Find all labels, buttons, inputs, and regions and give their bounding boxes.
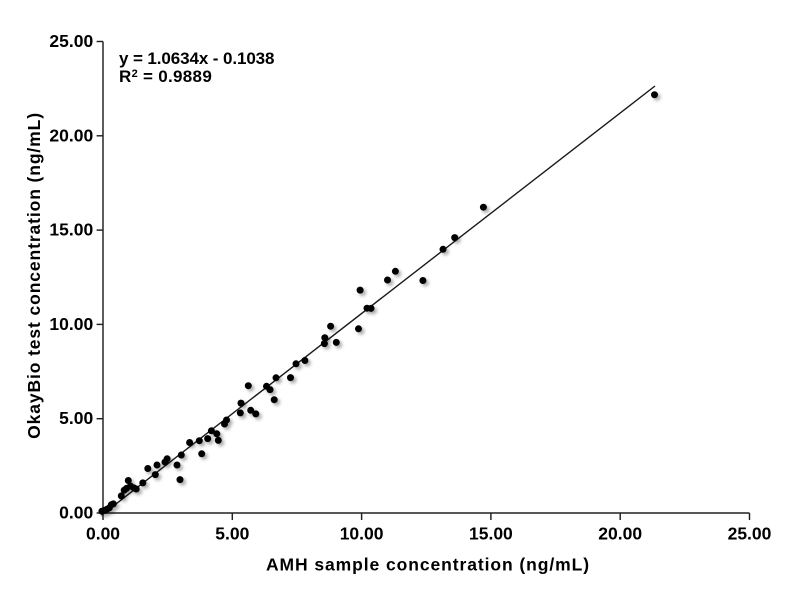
- svg-text:5.00: 5.00: [215, 524, 249, 544]
- svg-text:20.00: 20.00: [49, 125, 93, 145]
- svg-text:0.00: 0.00: [59, 503, 93, 523]
- svg-text:25.00: 25.00: [49, 31, 93, 51]
- svg-text:15.00: 15.00: [469, 524, 513, 544]
- svg-text:15.00: 15.00: [49, 220, 93, 240]
- svg-text:y = 1.0634x - 0.1038: y = 1.0634x - 0.1038: [119, 49, 274, 68]
- svg-text:10.00: 10.00: [340, 524, 384, 544]
- svg-text:OkayBio test concentration (ng: OkayBio test concentration (ng/mL): [24, 112, 44, 439]
- svg-text:AMH sample concentration (ng/m: AMH sample concentration (ng/mL): [266, 555, 590, 575]
- svg-text:20.00: 20.00: [598, 524, 642, 544]
- svg-text:10.00: 10.00: [49, 314, 93, 334]
- svg-text:5.00: 5.00: [59, 408, 93, 428]
- svg-text:R2 = 0.9889: R2 = 0.9889: [119, 67, 212, 86]
- svg-text:0.00: 0.00: [86, 524, 120, 544]
- svg-text:25.00: 25.00: [728, 524, 772, 544]
